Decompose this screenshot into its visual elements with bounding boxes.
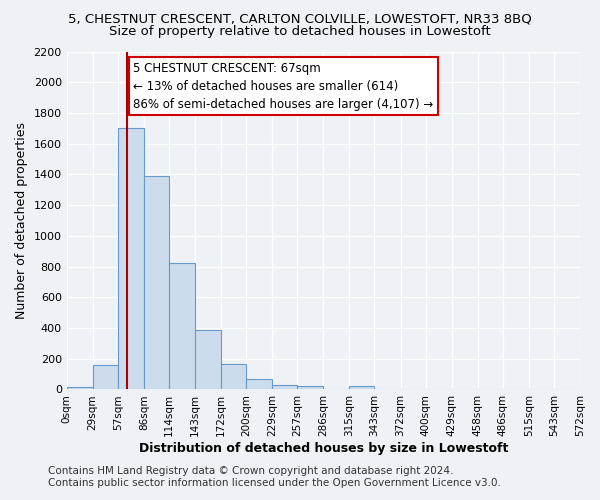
Bar [349,386,374,390]
Text: 5 CHESTNUT CRESCENT: 67sqm
← 13% of detached houses are smaller (614)
86% of sem: 5 CHESTNUT CRESCENT: 67sqm ← 13% of deta… [133,62,434,110]
Y-axis label: Number of detached properties: Number of detached properties [15,122,28,319]
X-axis label: Distribution of detached houses by size in Lowestoft: Distribution of detached houses by size … [139,442,508,455]
Bar [92,365,118,390]
Bar [195,330,221,390]
Bar [221,364,246,390]
Text: Contains HM Land Registry data © Crown copyright and database right 2024.
Contai: Contains HM Land Registry data © Crown c… [48,466,501,487]
Bar [144,176,169,390]
Bar [246,379,272,390]
Bar [118,128,144,390]
Bar [298,386,323,390]
Text: Size of property relative to detached houses in Lowestoft: Size of property relative to detached ho… [109,25,491,38]
Text: 5, CHESTNUT CRESCENT, CARLTON COLVILLE, LOWESTOFT, NR33 8BQ: 5, CHESTNUT CRESCENT, CARLTON COLVILLE, … [68,12,532,26]
Bar [169,262,195,390]
Bar [67,387,92,390]
Bar [272,385,298,390]
